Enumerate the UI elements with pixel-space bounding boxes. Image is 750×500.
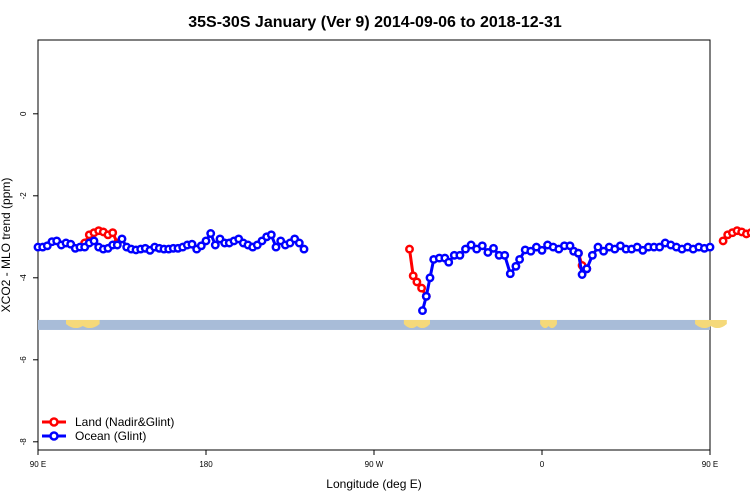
data-point (117, 234, 127, 244)
data-point (587, 250, 597, 260)
data-point (417, 283, 427, 293)
y-tick-label: 0 (19, 111, 28, 116)
data-point (718, 236, 728, 246)
land-shape (695, 319, 727, 329)
legend-swatch-marker (49, 431, 59, 441)
data-point (477, 241, 487, 251)
data-point (455, 250, 465, 260)
data-point (444, 257, 454, 267)
data-point (461, 244, 470, 254)
data-point (405, 244, 414, 254)
data-point (483, 247, 493, 257)
data-point (89, 236, 99, 246)
ocean-band (38, 319, 710, 330)
x-tick-label: 90 E (702, 460, 718, 469)
data-point (705, 242, 715, 252)
y-tick-label: -4 (19, 274, 28, 282)
data-point (196, 241, 206, 251)
data-point (500, 250, 510, 260)
x-tick-label: 0 (540, 460, 545, 469)
data-point (655, 242, 665, 252)
y-tick-label: -8 (19, 438, 28, 446)
data-point (201, 236, 211, 246)
x-tick-label: 180 (199, 460, 213, 469)
land-shape (540, 319, 557, 329)
data-point (108, 228, 118, 238)
data-point (599, 246, 609, 256)
y-axis: 0 -2 -4 -6 -8 (19, 111, 38, 445)
data-point (425, 273, 435, 283)
land-shape (403, 319, 430, 329)
data-point (573, 248, 583, 258)
data-point (418, 306, 427, 316)
data-point (187, 239, 197, 249)
chart-title: 35S-30S January (Ver 9) 2014-09-06 to 20… (188, 14, 562, 31)
data-point (526, 246, 536, 256)
data-point (294, 238, 304, 248)
data-point (412, 277, 422, 287)
data-point (746, 228, 750, 238)
x-tick-label: 90 W (365, 460, 384, 469)
legend-label: Ocean (Glint) (75, 429, 146, 443)
series-ocean (33, 229, 715, 316)
land-shape (66, 319, 100, 329)
legend: Land (Nadir&Glint)Ocean (Glint) (42, 415, 174, 443)
x-axis-label: Longitude (deg E) (326, 477, 421, 491)
series-land (80, 226, 750, 301)
data-point (266, 230, 276, 240)
data-point (489, 243, 498, 253)
data-point (511, 261, 521, 271)
y-axis-label: XCO2 - MLO trend (ppm) (0, 178, 13, 313)
series-layer (33, 226, 750, 316)
longitude-band (38, 319, 727, 330)
data-point (112, 240, 122, 250)
y-tick-label: -2 (19, 192, 28, 200)
legend-label: Land (Nadir&Glint) (75, 415, 174, 429)
data-point (299, 244, 309, 254)
data-point (210, 240, 220, 250)
data-point (206, 229, 216, 238)
data-point (421, 291, 431, 301)
x-tick-label: 90 E (30, 460, 46, 469)
data-point (408, 271, 418, 281)
legend-swatch-marker (49, 417, 59, 427)
data-point (505, 269, 515, 279)
data-point (582, 264, 592, 274)
data-point (515, 254, 525, 264)
data-point (466, 240, 476, 250)
data-point (593, 242, 603, 252)
data-point (271, 242, 281, 252)
data-point (537, 245, 547, 255)
data-point (577, 270, 587, 279)
y-tick-label: -6 (19, 356, 28, 364)
